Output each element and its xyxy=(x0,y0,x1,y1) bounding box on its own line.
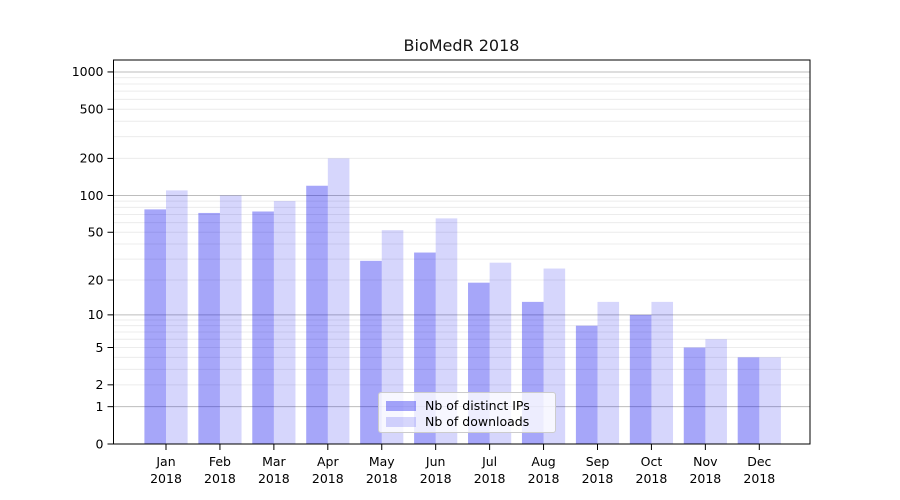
y-axis-tick-label: 20 xyxy=(88,272,104,287)
bar-distinct-ips-feb xyxy=(198,212,220,444)
legend: Nb of distinct IPs Nb of downloads xyxy=(378,392,556,433)
x-axis-tick-label: Jun 2018 xyxy=(420,454,452,486)
x-axis-tick-label: Sep 2018 xyxy=(582,454,614,486)
legend-swatch-downloads-icon xyxy=(386,417,416,427)
y-axis-tick-label: 500 xyxy=(80,102,104,117)
bar-distinct-ips-apr xyxy=(306,185,328,444)
x-axis-tick-label: Oct 2018 xyxy=(636,454,668,486)
y-axis-tick-label: 1 xyxy=(96,399,104,414)
bar-downloads-feb xyxy=(219,195,242,444)
y-axis-tick-label: 100 xyxy=(80,188,104,203)
bar-distinct-ips-sep xyxy=(575,325,598,444)
bar-distinct-ips-nov xyxy=(683,347,706,444)
legend-swatch-distinct-ips-icon xyxy=(386,401,416,411)
y-axis-tick-label: 50 xyxy=(88,225,104,240)
bar-downloads-nov xyxy=(705,339,727,444)
bar-distinct-ips-mar xyxy=(252,211,274,444)
chart-title: BioMedR 2018 xyxy=(403,36,520,55)
legend-label-distinct-ips: Nb of distinct IPs xyxy=(425,398,530,413)
x-axis-tick-label: Apr 2018 xyxy=(312,454,344,486)
plot-border xyxy=(113,59,811,445)
bar-downloads-jun xyxy=(435,218,458,444)
y-axis-tick-label: 0 xyxy=(96,436,104,451)
x-axis-tick-label: Jan 2018 xyxy=(150,454,182,486)
bar-downloads-apr xyxy=(327,158,350,444)
bar-distinct-ips-oct xyxy=(629,314,652,444)
y-axis-tick-label: 200 xyxy=(80,151,104,166)
bar-downloads-jan xyxy=(166,190,188,444)
x-axis-tick-label: Mar 2018 xyxy=(258,454,290,486)
legend-label-downloads: Nb of downloads xyxy=(425,414,530,429)
legend-item-distinct-ips: Nb of distinct IPs xyxy=(379,398,555,414)
legend-item-downloads: Nb of downloads xyxy=(379,414,555,430)
x-axis-tick-label: Feb 2018 xyxy=(204,454,236,486)
bar-downloads-mar xyxy=(273,201,296,444)
bar-downloads-dec xyxy=(759,357,781,444)
y-axis-tick-label: 2 xyxy=(96,377,104,392)
bar-downloads-oct xyxy=(651,301,674,444)
y-axis-tick-label: 1000 xyxy=(72,64,104,79)
x-axis-tick-label: Jul 2018 xyxy=(474,454,506,486)
bar-distinct-ips-dec xyxy=(737,357,760,444)
y-axis-tick-label: 10 xyxy=(88,307,104,322)
x-axis-tick-label: Nov 2018 xyxy=(689,454,721,486)
x-axis-tick-label: Aug 2018 xyxy=(528,454,560,486)
x-axis-tick-label: Dec 2018 xyxy=(743,454,775,486)
x-axis-tick-label: May 2018 xyxy=(366,454,398,486)
y-axis-tick-label: 5 xyxy=(96,340,104,355)
bar-downloads-sep xyxy=(597,301,620,444)
bar-downloads-may xyxy=(381,230,404,444)
bar-distinct-ips-may xyxy=(360,260,382,444)
bar-distinct-ips-jan xyxy=(144,209,166,444)
